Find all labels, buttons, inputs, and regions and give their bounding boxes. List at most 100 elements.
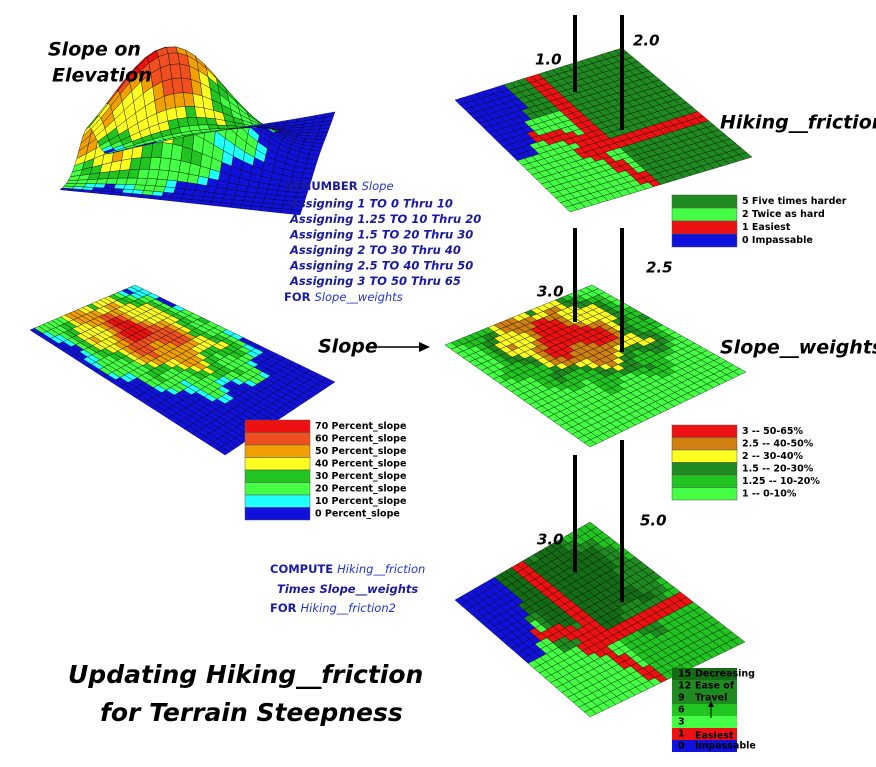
map-cell <box>147 169 160 180</box>
legend-label: 10 Percent_slope <box>315 496 406 507</box>
map-name: Hiking__friction <box>337 562 425 576</box>
maps <box>29 46 753 718</box>
grid-map <box>59 46 336 216</box>
map-name: Slope__weights <box>319 582 418 597</box>
map-cell <box>321 377 336 386</box>
legend-label: 50 Percent_slope <box>315 446 406 457</box>
legend-swatch <box>671 487 738 501</box>
map-cell <box>173 92 186 108</box>
probe-value: 1.0 <box>535 51 562 69</box>
map-cell <box>314 135 327 140</box>
map-cell <box>166 46 178 54</box>
map-cell <box>158 157 172 171</box>
assignment: Assigning 1.25 TO 10 Thru 20 <box>289 212 481 226</box>
legend-swatch <box>671 207 738 222</box>
legend-swatch <box>672 740 737 752</box>
legend-swatch <box>671 462 738 476</box>
legend-swatch <box>244 444 311 458</box>
label: Slope <box>318 336 378 358</box>
grid-map <box>454 47 753 213</box>
legends: 5 Five times harder 2 Twice as hard 1 Easi… <box>244 194 847 752</box>
map-cell <box>313 139 326 144</box>
legend-swatch <box>672 704 737 716</box>
legend-label: 1.5 -- 20-30% <box>742 463 814 474</box>
legend-label: 1 -- 0-10% <box>742 488 797 499</box>
legend-number: 12 <box>678 681 691 692</box>
command-line: FOR Slope__weights <box>284 290 403 304</box>
title: Updating Hiking__friction <box>68 660 423 689</box>
map-cell <box>323 111 336 118</box>
probe-value: 3.0 <box>537 531 564 549</box>
assignment: Assigning 1.5 TO 20 Thru 30 <box>289 228 473 242</box>
map-name: Slope <box>362 179 394 193</box>
map-cell <box>167 170 180 182</box>
legend-swatch <box>671 437 738 451</box>
legend-swatch <box>671 424 738 438</box>
label: Slope__weights <box>720 337 876 359</box>
legend-label: 20 Percent_slope <box>315 483 406 494</box>
command-line: FOR Hiking__friction2 <box>270 601 396 615</box>
map-cell <box>169 63 182 79</box>
legend-label: 70 Percent_slope <box>315 421 406 432</box>
map-cell <box>306 132 319 137</box>
label: Hiking__friction <box>720 112 876 134</box>
legend-label: 5 Five times harder <box>742 196 847 207</box>
legend-number: 6 <box>678 705 685 716</box>
map-cell <box>164 93 176 111</box>
map-cell <box>143 185 156 192</box>
legend-swatch <box>672 692 737 704</box>
label: Slope on <box>48 39 141 61</box>
legend-label: 3 -- 50-65% <box>742 426 803 437</box>
map-cell <box>177 117 190 128</box>
legend-swatch <box>672 680 737 692</box>
legend-label: 2.5 -- 40-50% <box>742 438 814 449</box>
map-cell <box>155 178 168 187</box>
legend-swatch <box>244 494 311 508</box>
legend-label: 30 Percent_slope <box>315 471 406 482</box>
map-cell <box>186 117 199 127</box>
map-cell <box>165 179 178 188</box>
legend-swatch <box>671 233 738 248</box>
arrow-head <box>708 701 714 707</box>
map-cell <box>151 141 164 158</box>
map-cell <box>133 184 146 191</box>
legend-swatch <box>244 419 311 433</box>
command-line: COMPUTE Hiking__friction <box>270 562 425 576</box>
legend-swatch <box>244 457 311 471</box>
assignment: Assigning 2 TO 30 Thru 40 <box>289 243 461 257</box>
map-name: Hiking__friction2 <box>301 601 396 615</box>
legend-label: 0 Percent_slope <box>315 508 400 519</box>
grid-map <box>29 284 336 456</box>
keyword: FOR <box>284 290 311 304</box>
command-line: Times Slope__weights <box>277 582 418 597</box>
legend-number: 15 <box>678 669 691 680</box>
legend-swatch <box>671 194 738 209</box>
legend-swatch <box>244 432 311 446</box>
legend-swatch <box>671 220 738 235</box>
legend-note: Easiest <box>695 731 734 742</box>
legend-swatch <box>672 668 737 680</box>
map-cell <box>170 143 183 161</box>
legend-swatch <box>671 449 738 463</box>
legend-swatch <box>244 507 311 521</box>
map-cell <box>731 636 746 646</box>
legend-swatch <box>672 728 737 740</box>
probe-value: 2.0 <box>633 32 660 50</box>
legend-label: 0 Impassable <box>742 235 813 246</box>
assignment: Assigning 3 TO 50 Thru 65 <box>289 274 461 288</box>
map-cell <box>732 368 747 376</box>
probe-value: 5.0 <box>640 512 667 530</box>
legend-swatch <box>244 482 311 496</box>
map-cell <box>157 169 170 181</box>
legend-label: 60 Percent_slope <box>315 433 406 444</box>
keyword: RENUMBER <box>285 179 358 193</box>
legend-label: 40 Percent_slope <box>315 458 406 469</box>
keyword: FOR <box>270 601 297 615</box>
arrow-head <box>419 342 430 352</box>
legend-swatch <box>672 716 737 728</box>
command-line: RENUMBER Slope <box>285 179 394 193</box>
legend-label: 1.25 -- 10-20% <box>742 476 820 487</box>
legend-label: 1 Easiest <box>742 222 791 233</box>
